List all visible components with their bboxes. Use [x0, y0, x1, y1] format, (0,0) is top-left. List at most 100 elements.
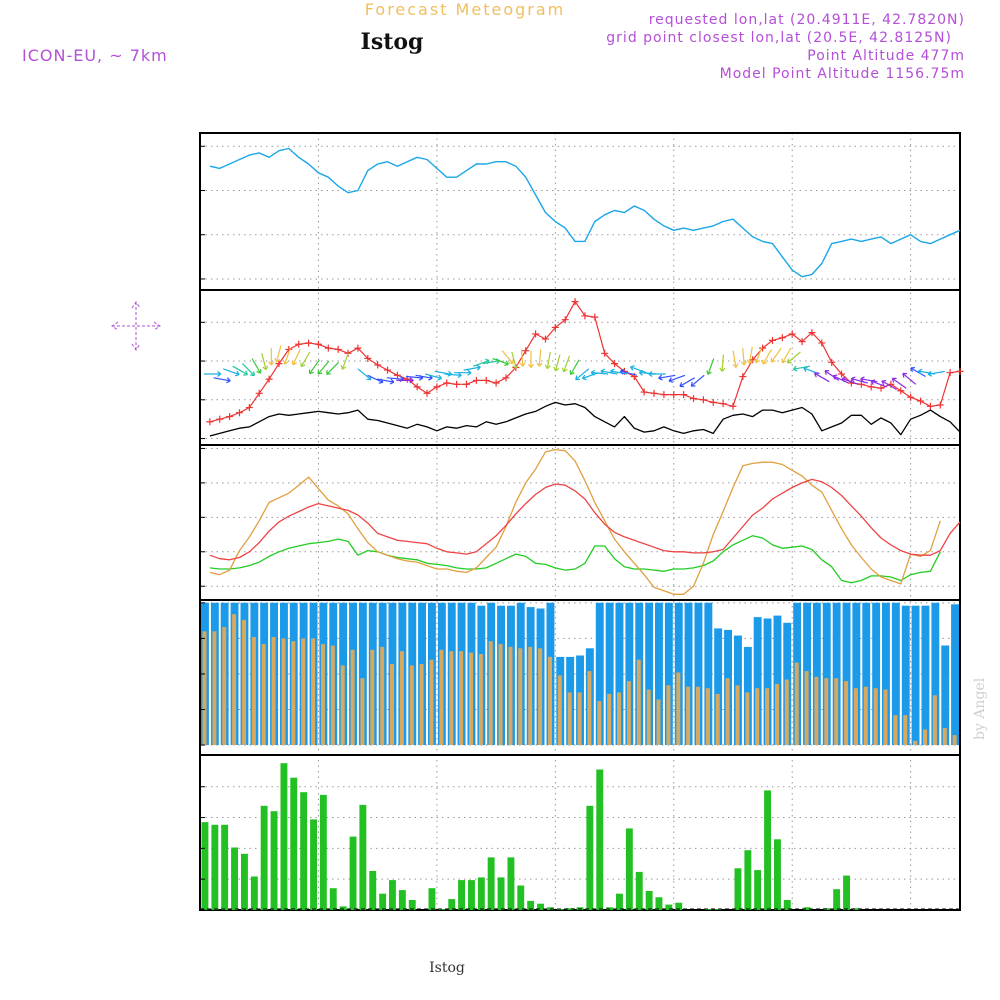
total-cloud-bar: [595, 602, 604, 745]
wind-arrow: [528, 350, 534, 369]
gust-point: [571, 298, 579, 306]
low-cloud-bar: [824, 678, 829, 745]
low-cloud-bar: [932, 695, 937, 746]
wind-arrow: [870, 379, 888, 388]
precip-bar: [586, 805, 594, 910]
pressure-line: [209, 147, 961, 278]
wind-arrow: [891, 377, 907, 389]
gust-point: [364, 354, 372, 362]
wind-arrow: [658, 374, 676, 381]
total-cloud-bar: [358, 602, 367, 745]
low-cloud-bar: [399, 651, 404, 746]
low-cloud-bar: [242, 619, 246, 745]
dewpt-line: [209, 535, 941, 584]
wind-arrow: [561, 355, 571, 373]
precip-bar: [270, 811, 278, 910]
gust-point: [551, 323, 559, 331]
gust-point: [670, 391, 678, 399]
low-cloud-bar: [281, 638, 286, 746]
precip-bar: [596, 769, 604, 910]
low-cloud-bar: [923, 729, 927, 745]
wind-arrow: [232, 365, 249, 376]
wind-arrow: [309, 359, 320, 375]
gust-point: [808, 329, 816, 337]
precip-bar: [487, 857, 495, 910]
gust-point: [334, 345, 342, 353]
gust-point: [709, 398, 717, 406]
low-cloud-bar: [518, 648, 523, 745]
low-cloud-bar: [735, 685, 740, 745]
total-cloud-bar: [625, 602, 634, 745]
wind-arrow: [261, 353, 269, 371]
precip-bar: [231, 847, 238, 910]
low-cloud-bar: [686, 686, 691, 745]
gust-point: [295, 340, 303, 348]
precip-bar: [300, 792, 308, 910]
low-cloud-bar: [429, 659, 434, 745]
gust-point: [759, 344, 767, 352]
gust-point: [324, 344, 332, 352]
wind-arrow: [630, 365, 647, 374]
gridpoint-coords: grid point closest lon,lat (20.5E, 42.81…: [606, 30, 952, 46]
precip-bar: [211, 824, 219, 910]
precip-bar: [201, 822, 209, 910]
wind-arrow: [251, 358, 262, 374]
wind-arrow: [732, 350, 739, 368]
compass-icon: [111, 301, 161, 351]
total-cloud-bar: [664, 602, 673, 745]
wind-arrow: [203, 371, 222, 377]
low-cloud-bar: [804, 671, 809, 745]
low-cloud-bar: [498, 644, 503, 746]
wind-arrow: [569, 359, 580, 376]
total-cloud-bar: [921, 605, 930, 746]
total-cloud-bar: [941, 645, 950, 745]
gust-point: [699, 396, 707, 404]
gust-point: [926, 402, 934, 410]
gust-point: [522, 347, 530, 355]
wind-arrow: [813, 372, 830, 383]
low-cloud-bar: [863, 686, 868, 745]
total-cloud-bar: [862, 602, 871, 745]
gust-point: [838, 370, 846, 378]
temp2m-line: [209, 478, 961, 561]
precip-bar: [843, 875, 850, 910]
low-cloud-bar: [478, 654, 483, 745]
low-cloud-bar: [330, 645, 335, 745]
low-cloud-bar: [834, 678, 839, 745]
gust-point: [453, 380, 461, 388]
wind-arrow: [553, 354, 561, 372]
wind-arrow: [719, 354, 726, 372]
low-cloud-bar: [784, 679, 789, 745]
total-cloud-bar: [773, 615, 782, 745]
precip-bar: [408, 900, 416, 910]
gust-point: [226, 413, 234, 421]
gust-point: [216, 415, 224, 423]
precip-bar: [310, 819, 317, 910]
low-cloud-bar: [952, 735, 957, 746]
precip-bar: [379, 893, 387, 910]
total-cloud-bar: [694, 602, 703, 745]
precip-bar: [704, 909, 712, 910]
gust-point: [206, 418, 214, 426]
precip-bar: [438, 909, 446, 910]
low-cloud-bar: [548, 656, 552, 746]
total-cloud-bar: [911, 605, 920, 746]
wind-arrow: [841, 376, 859, 385]
gust-point: [650, 389, 658, 397]
precip-bar: [339, 906, 347, 910]
low-cloud-bar: [913, 740, 918, 746]
total-cloud-bar: [882, 602, 890, 745]
gust-point: [443, 379, 451, 387]
wind-arrow: [340, 353, 349, 370]
precip-bar: [527, 900, 535, 910]
total-cloud-bar: [891, 602, 900, 745]
wind-arrow: [740, 348, 747, 366]
precip-bar: [458, 880, 465, 910]
low-cloud-bar: [567, 692, 572, 745]
low-cloud-bar: [883, 689, 888, 746]
wind-arrow: [610, 368, 628, 375]
wind-arrow: [781, 347, 792, 364]
gust-point: [907, 393, 915, 401]
footer-location: Istog: [429, 960, 465, 976]
gust-point: [532, 330, 540, 338]
